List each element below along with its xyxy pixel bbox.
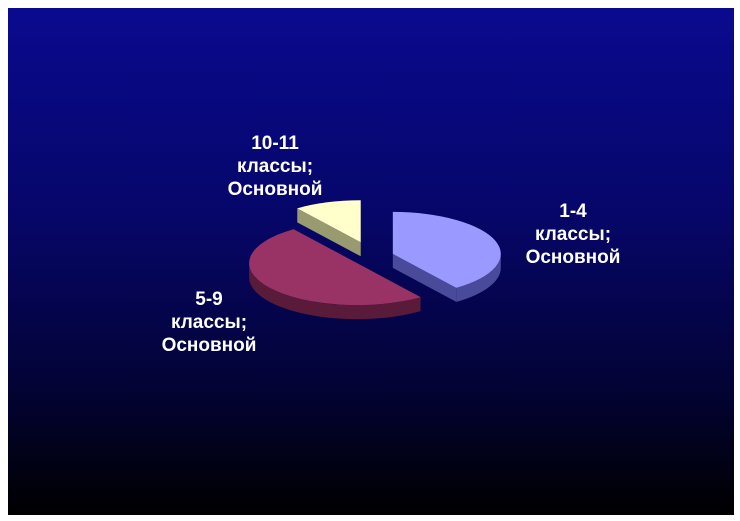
data-label-5-9: 5-9 классы; Основной <box>161 289 257 356</box>
slice-10-11-cut-face-1 <box>297 208 361 257</box>
data-label-10-11: 10-11 классы; Основной <box>227 133 323 200</box>
slice-10-11 <box>297 200 361 243</box>
slice-5-9 <box>249 229 421 306</box>
slice-5-9-side <box>249 263 421 320</box>
slice-1-4-side <box>456 253 501 302</box>
slice-1-4-cut-face-2 <box>392 253 457 302</box>
slice-1-4 <box>392 211 501 288</box>
slide-background <box>8 8 734 515</box>
data-label-1-4: 1-4 классы; Основной <box>525 201 621 268</box>
